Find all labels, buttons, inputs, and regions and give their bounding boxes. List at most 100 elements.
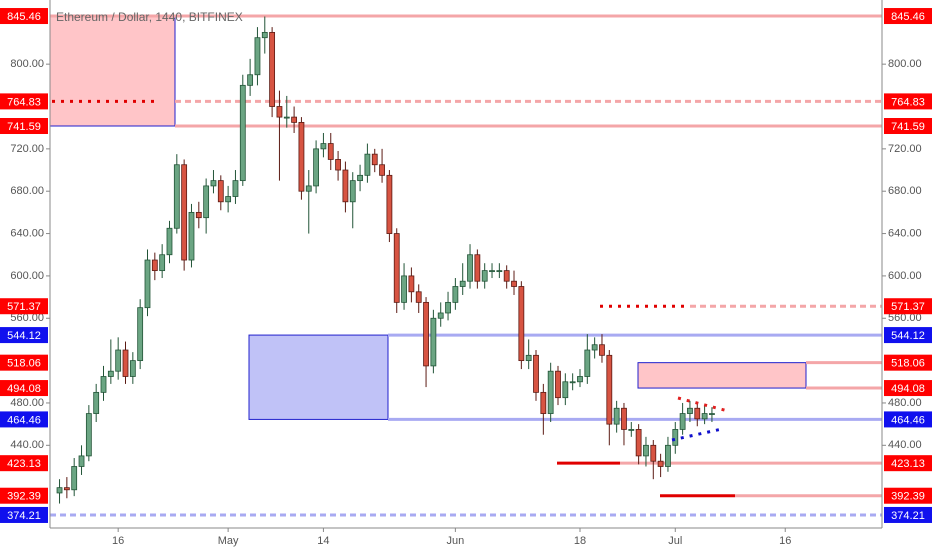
candle-body bbox=[203, 185, 210, 219]
candle-body bbox=[357, 174, 363, 182]
candle-body bbox=[217, 180, 224, 203]
y-tick-label: 440.00 bbox=[10, 439, 44, 451]
candle-body bbox=[577, 376, 583, 383]
x-tick-label: 14 bbox=[317, 535, 329, 547]
candle-body bbox=[63, 487, 70, 491]
candle-body bbox=[540, 391, 547, 414]
level-label: 571.37 bbox=[891, 301, 925, 313]
candle-body bbox=[305, 185, 312, 192]
level-label: 392.39 bbox=[891, 491, 925, 503]
level-label-bg bbox=[0, 380, 48, 397]
candle-body bbox=[452, 286, 459, 303]
candle-body bbox=[327, 143, 334, 160]
candle-body bbox=[71, 466, 78, 491]
level-label: 494.08 bbox=[7, 383, 41, 395]
candle-body bbox=[415, 291, 422, 303]
candle-body bbox=[408, 275, 415, 293]
candle-body bbox=[496, 270, 503, 273]
level-label-bg bbox=[0, 8, 48, 25]
level-label: 464.46 bbox=[7, 414, 41, 426]
level-label-bg bbox=[0, 298, 48, 315]
candle-body bbox=[547, 370, 554, 414]
level-label-bg bbox=[0, 487, 48, 504]
y-tick-label: 720.00 bbox=[10, 143, 44, 155]
candle-body bbox=[591, 344, 598, 351]
level-label-bg bbox=[884, 455, 932, 472]
candle-body bbox=[129, 360, 136, 377]
level-label: 741.59 bbox=[891, 121, 925, 133]
candle-body bbox=[225, 196, 232, 203]
candle-body bbox=[401, 275, 407, 303]
x-tick-label: Jun bbox=[446, 535, 464, 547]
level-label: 374.21 bbox=[7, 510, 41, 522]
y-tick-label: 640.00 bbox=[888, 227, 922, 239]
x-tick-label: 18 bbox=[574, 535, 586, 547]
x-tick-label: Jul bbox=[668, 535, 682, 547]
y-tick-label: 480.00 bbox=[888, 397, 922, 409]
candle-body bbox=[269, 31, 276, 107]
y-tick-label: 480.00 bbox=[10, 397, 44, 409]
level-label: 741.59 bbox=[7, 121, 41, 133]
candle-body bbox=[672, 429, 679, 446]
y-tick-label: 680.00 bbox=[10, 185, 44, 197]
x-tick-label: 16 bbox=[779, 535, 791, 547]
candle-body bbox=[78, 455, 85, 467]
candle-body bbox=[562, 381, 569, 399]
level-label: 518.06 bbox=[7, 358, 41, 370]
level-label-bg bbox=[884, 327, 932, 344]
candle-body bbox=[283, 116, 290, 119]
level-label: 764.83 bbox=[7, 96, 41, 108]
candle-body bbox=[474, 254, 481, 282]
candle-body bbox=[56, 487, 63, 494]
candle-body bbox=[386, 174, 393, 234]
candle-body bbox=[188, 211, 195, 261]
candle-body bbox=[393, 233, 400, 303]
candle-body bbox=[694, 407, 701, 420]
candle-body bbox=[584, 349, 591, 377]
candle-body bbox=[599, 344, 605, 356]
candle-body bbox=[467, 254, 473, 282]
zone bbox=[637, 362, 807, 389]
candle-body bbox=[503, 270, 510, 282]
triangle-upper bbox=[677, 396, 729, 413]
y-tick-label: 440.00 bbox=[888, 439, 922, 451]
candle-body bbox=[613, 407, 620, 425]
candle-body bbox=[313, 148, 319, 187]
level-label-bg bbox=[884, 506, 932, 523]
candle-body bbox=[181, 164, 188, 261]
candle-body bbox=[569, 381, 576, 384]
candle-body bbox=[195, 211, 202, 219]
candle-body bbox=[239, 84, 246, 182]
left-axis bbox=[0, 0, 50, 528]
level-label-bg bbox=[884, 298, 932, 315]
candle-body bbox=[371, 153, 378, 166]
level-label: 494.08 bbox=[891, 383, 925, 395]
candle-body bbox=[437, 312, 444, 319]
level-label: 544.12 bbox=[891, 330, 925, 342]
level-label: 845.46 bbox=[891, 11, 925, 23]
y-tick-label: 800.00 bbox=[10, 58, 44, 70]
candle-body bbox=[364, 153, 371, 176]
candle-body bbox=[144, 259, 151, 309]
y-tick-label: 680.00 bbox=[888, 185, 922, 197]
candle-body bbox=[518, 286, 525, 362]
candle-body bbox=[643, 444, 649, 457]
candle-body bbox=[650, 444, 657, 462]
y-tick-label: 560.00 bbox=[888, 312, 922, 324]
candle-body bbox=[261, 31, 268, 39]
candle-body bbox=[159, 254, 166, 272]
candle-body bbox=[349, 180, 356, 203]
y-tick-label: 720.00 bbox=[888, 143, 922, 155]
level-label-bg bbox=[884, 380, 932, 397]
zone bbox=[49, 15, 176, 127]
candle-body bbox=[481, 270, 488, 282]
level-label-bg bbox=[884, 411, 932, 428]
candle-body bbox=[628, 429, 635, 431]
level-label-bg bbox=[0, 118, 48, 135]
x-tick-label: May bbox=[218, 535, 239, 547]
level-label-bg bbox=[0, 506, 48, 523]
candle-body bbox=[423, 301, 429, 367]
level-label: 423.13 bbox=[891, 458, 925, 470]
level-label-bg bbox=[884, 118, 932, 135]
